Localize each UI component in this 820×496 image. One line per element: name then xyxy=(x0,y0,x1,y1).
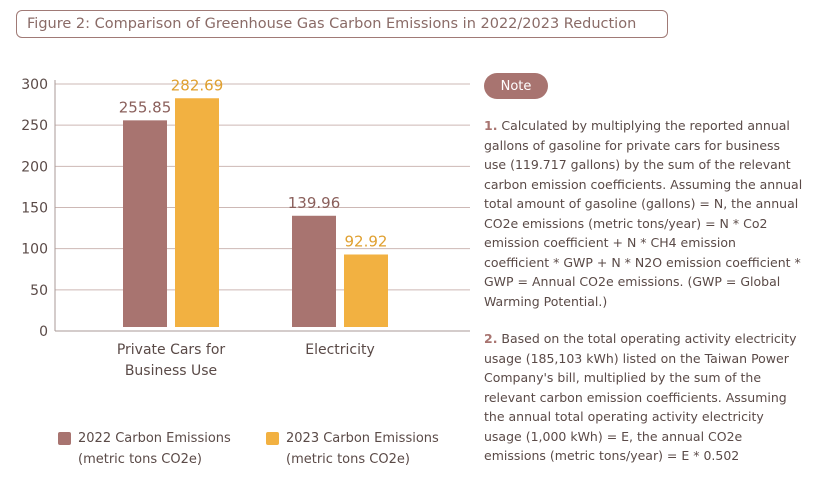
x-category-label-line: Private Cars for xyxy=(117,342,226,358)
note-item-2-text: Based on the total operating activity el… xyxy=(484,331,797,463)
bar-chart: 0 50 100 150 200 250 300 255.85 139.96 282.69 92.9… xyxy=(21,76,470,379)
x-category-label: Private Cars for Business Use xyxy=(117,342,226,379)
x-category-label: Electricity xyxy=(305,342,375,358)
x-category-label-line: Electricity xyxy=(305,342,375,358)
data-label: 255.85 xyxy=(119,98,172,116)
bar-2023-private-cars xyxy=(175,98,219,328)
figure-title: Figure 2: Comparison of Greenhouse Gas C… xyxy=(16,10,668,38)
bar-2022-electricity xyxy=(292,215,336,327)
legend-label-2022: 2022 Carbon Emissions xyxy=(78,431,231,446)
y-tick-label: 200 xyxy=(21,159,48,175)
bar-2022-private-cars xyxy=(123,120,167,328)
y-tick-label: 150 xyxy=(21,201,48,217)
x-category-label-line: Business Use xyxy=(125,363,217,379)
y-tick-label: 100 xyxy=(21,242,48,258)
legend-unit-2023: (metric tons CO2e) xyxy=(286,452,410,467)
note-item-1-text: Calculated by multiplying the reported a… xyxy=(484,118,803,309)
note-item-2-number: 2. xyxy=(484,331,498,346)
data-label: 282.69 xyxy=(171,76,224,94)
y-tick-label: 0 xyxy=(39,324,48,340)
bar-2023-electricity xyxy=(344,254,388,327)
legend-label-2023: 2023 Carbon Emissions xyxy=(286,431,439,446)
legend-swatch-2022 xyxy=(58,432,71,445)
data-label: 139.96 xyxy=(288,194,341,212)
y-tick-label: 250 xyxy=(21,118,48,134)
data-label: 92.92 xyxy=(345,232,388,250)
y-tick-label: 300 xyxy=(21,77,48,93)
note-item-1-number: 1. xyxy=(484,118,498,133)
note-item-1: 1. Calculated by multiplying the reporte… xyxy=(484,116,804,311)
note-item-2: 2. Based on the total operating activity… xyxy=(484,329,804,466)
legend-swatch-2023 xyxy=(266,432,279,445)
legend-unit-2022: (metric tons CO2e) xyxy=(78,452,202,467)
note-badge: Note xyxy=(484,73,548,99)
y-tick-label: 50 xyxy=(30,283,48,299)
